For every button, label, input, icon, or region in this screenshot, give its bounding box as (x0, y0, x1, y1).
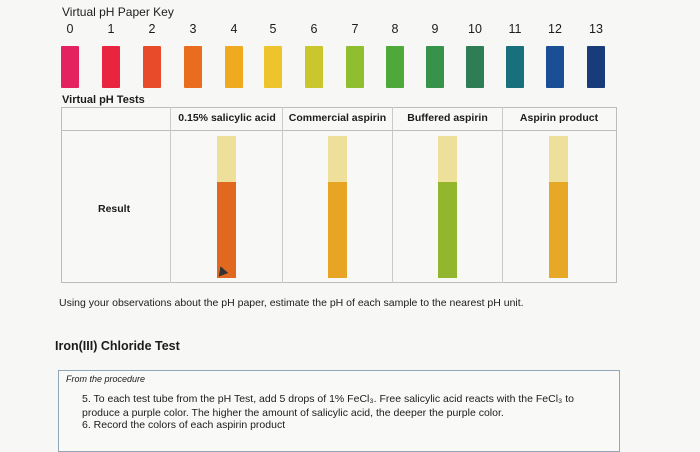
ph-key-swatch (346, 46, 364, 88)
procedure-step-6: 6. Record the colors of each aspirin pro… (82, 419, 286, 431)
procedure-label: From the procedure (66, 374, 146, 384)
table-column-divider (502, 107, 503, 283)
ph-key-swatch (466, 46, 484, 88)
ph-key-number: 6 (310, 22, 318, 36)
ph-key-number: 12 (548, 22, 562, 36)
ph-key-swatch (102, 46, 120, 88)
ph-strip-unreacted (328, 136, 347, 182)
ph-strip-unreacted (438, 136, 457, 182)
header-commercial-aspirin: Commercial aspirin (288, 112, 387, 124)
ph-strip-unreacted (217, 136, 236, 182)
ph-key-swatch (426, 46, 444, 88)
ph-key-number: 7 (351, 22, 359, 36)
ph-key-number: 0 (66, 22, 74, 36)
ph-key-swatch (386, 46, 404, 88)
ph-key-swatch (225, 46, 243, 88)
ph-key-swatch (143, 46, 161, 88)
ph-key-swatch (587, 46, 605, 88)
result-row-label: Result (98, 203, 131, 215)
iron-chloride-test-title: Iron(III) Chloride Test (55, 339, 180, 353)
ph-key-number: 13 (589, 22, 603, 36)
ph-key-number: 11 (508, 22, 522, 36)
ph-strip-result (549, 182, 568, 278)
header-buffered-aspirin: Buffered aspirin (407, 112, 488, 124)
procedure-step-5: 5. To each test tube from the pH Test, a… (82, 393, 574, 419)
ph-key-number: 1 (107, 22, 115, 36)
ph-key-number: 9 (431, 22, 439, 36)
ph-strip-unreacted (549, 136, 568, 182)
ph-key-number: 10 (468, 22, 482, 36)
ph-key-number: 5 (269, 22, 277, 36)
ph-key-number: 3 (189, 22, 197, 36)
table-column-divider (282, 107, 283, 283)
ph-tests-title: Virtual pH Tests (62, 94, 145, 106)
ph-key-swatch (305, 46, 323, 88)
ph-strip-result (328, 182, 347, 278)
ph-key-swatch (264, 46, 282, 88)
ph-key-number: 2 (148, 22, 156, 36)
ph-key-swatch (506, 46, 524, 88)
instruction-text: Using your observations about the pH pap… (59, 297, 524, 309)
header-aspirin-product: Aspirin product (519, 112, 599, 124)
table-column-divider (170, 107, 171, 283)
ph-key-swatch (61, 46, 79, 88)
ph-strip-result (217, 182, 236, 278)
table-column-divider (392, 107, 393, 283)
header-salicylic-acid: 0.15% salicylic acid (178, 112, 276, 124)
ph-strip-result (438, 182, 457, 278)
ph-key-number: 4 (230, 22, 238, 36)
ph-key-swatch (184, 46, 202, 88)
table-header-divider (61, 130, 617, 131)
ph-key-number: 8 (391, 22, 399, 36)
ph-key-title: Virtual pH Paper Key (62, 5, 174, 19)
ph-key-swatch (546, 46, 564, 88)
